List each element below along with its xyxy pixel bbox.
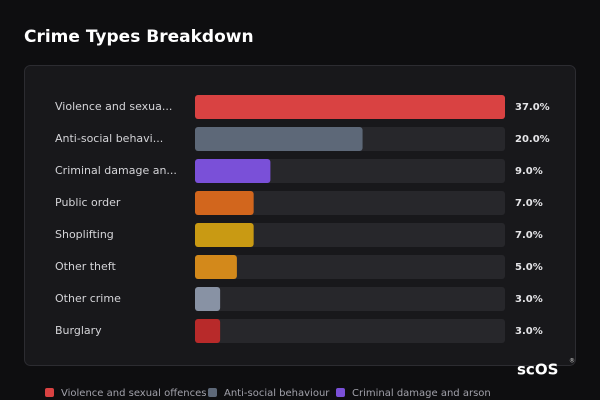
bar-track xyxy=(195,319,505,343)
bar-track xyxy=(195,287,505,311)
category-label: Violence and sexua... xyxy=(55,100,172,113)
category-label: Criminal damage an... xyxy=(55,164,177,177)
bar xyxy=(195,255,237,279)
legend-swatch xyxy=(208,388,217,397)
legend-label: Criminal damage and arson xyxy=(352,388,491,399)
value-label: 7.0% xyxy=(515,230,543,241)
legend-label: Anti-social behaviour xyxy=(224,388,330,399)
bar xyxy=(195,287,221,311)
legend-label: Violence and sexual offences xyxy=(61,388,207,399)
bar-track xyxy=(195,191,505,215)
watermark-mark: ® xyxy=(569,358,575,365)
bar xyxy=(195,159,271,183)
category-label: Burglary xyxy=(55,324,102,337)
bar-track xyxy=(195,255,505,279)
bar xyxy=(195,319,221,343)
bar xyxy=(195,127,363,151)
legend-swatch xyxy=(45,388,54,397)
category-label: Anti-social behavi... xyxy=(55,132,163,145)
bar xyxy=(195,223,254,247)
watermark: scOS xyxy=(517,361,558,379)
value-label: 5.0% xyxy=(515,262,543,273)
bar-track xyxy=(195,159,505,183)
value-label: 20.0% xyxy=(515,134,550,145)
value-label: 37.0% xyxy=(515,102,550,113)
value-label: 3.0% xyxy=(515,294,543,305)
category-label: Other crime xyxy=(55,292,121,305)
value-label: 3.0% xyxy=(515,326,543,337)
bar xyxy=(195,191,254,215)
value-label: 7.0% xyxy=(515,198,543,209)
category-label: Other theft xyxy=(55,260,116,273)
value-label: 9.0% xyxy=(515,166,543,177)
category-label: Public order xyxy=(55,196,121,209)
bar-track xyxy=(195,223,505,247)
legend-swatch xyxy=(336,388,345,397)
category-label: Shoplifting xyxy=(55,228,114,241)
chart-title: Crime Types Breakdown xyxy=(24,27,254,47)
bar xyxy=(195,95,505,119)
